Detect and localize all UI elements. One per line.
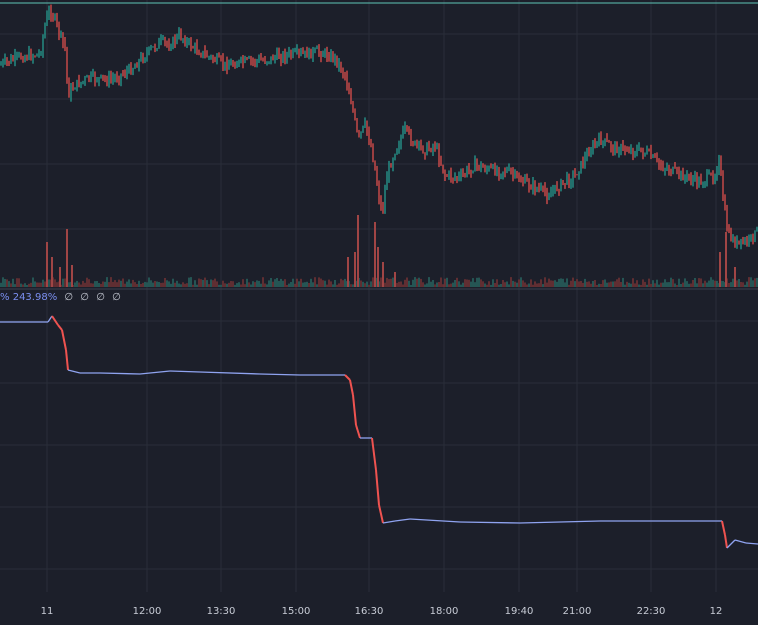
candles	[0, 4, 758, 250]
legend-prefix: %	[0, 292, 10, 303]
indicator-segment	[61, 329, 67, 351]
indicator-segment	[519, 520, 601, 524]
x-tick-label: 19:40	[505, 606, 534, 617]
indicator-segment	[382, 520, 396, 524]
indicator-segment	[355, 424, 361, 439]
indicator-segment	[459, 521, 521, 524]
indicator-segment	[344, 374, 351, 381]
indicator-segment	[47, 315, 53, 323]
indicator-segment	[745, 542, 758, 545]
indicator-segment	[371, 437, 377, 471]
volume-bars	[0, 215, 758, 287]
indicator-segment	[57, 324, 63, 331]
indicator-segment	[169, 370, 201, 373]
legend-na-4: ∅	[112, 292, 121, 303]
indicator-segment	[724, 534, 728, 549]
legend-value: 243.98%	[12, 292, 58, 303]
indicator-segment	[352, 394, 357, 426]
x-tick-label: 11	[41, 606, 54, 617]
indicator-segment	[375, 469, 380, 506]
indicator-legend: % 243.98% ∅ ∅ ∅ ∅	[0, 292, 121, 303]
indicator-segment	[51, 315, 59, 326]
indicator-segment	[721, 520, 726, 536]
indicator-segment	[726, 539, 736, 549]
x-tick-label: 21:00	[563, 606, 592, 617]
x-axis-labels: 11 12:00 13:30 15:00 16:30 18:00 19:40 21:00 22:…	[41, 606, 723, 617]
indicator-segment	[139, 370, 171, 375]
x-tick-label: 13:30	[207, 606, 236, 617]
x-tick-label: 12:00	[133, 606, 162, 617]
x-tick-label: 15:00	[282, 606, 311, 617]
indicator-line	[0, 315, 758, 549]
indicator-segment	[65, 349, 69, 371]
indicator-segment	[394, 518, 411, 522]
x-tick-label: 18:00	[430, 606, 459, 617]
x-tick-label: 22:30	[637, 606, 666, 617]
indicator-segment	[378, 504, 384, 524]
indicator-segment	[259, 373, 301, 376]
legend-na-3: ∅	[96, 292, 105, 303]
indicator-segment	[199, 371, 261, 375]
indicator-segment	[67, 369, 81, 374]
x-tick-label: 12	[710, 606, 723, 617]
x-tick-label: 16:30	[355, 606, 384, 617]
indicator-segment	[349, 379, 354, 396]
legend-na-2: ∅	[80, 292, 90, 303]
indicator-segment	[409, 518, 461, 523]
indicator-segment	[99, 372, 141, 375]
indicator-segment	[734, 539, 747, 544]
legend-na-1: ∅	[64, 292, 74, 303]
